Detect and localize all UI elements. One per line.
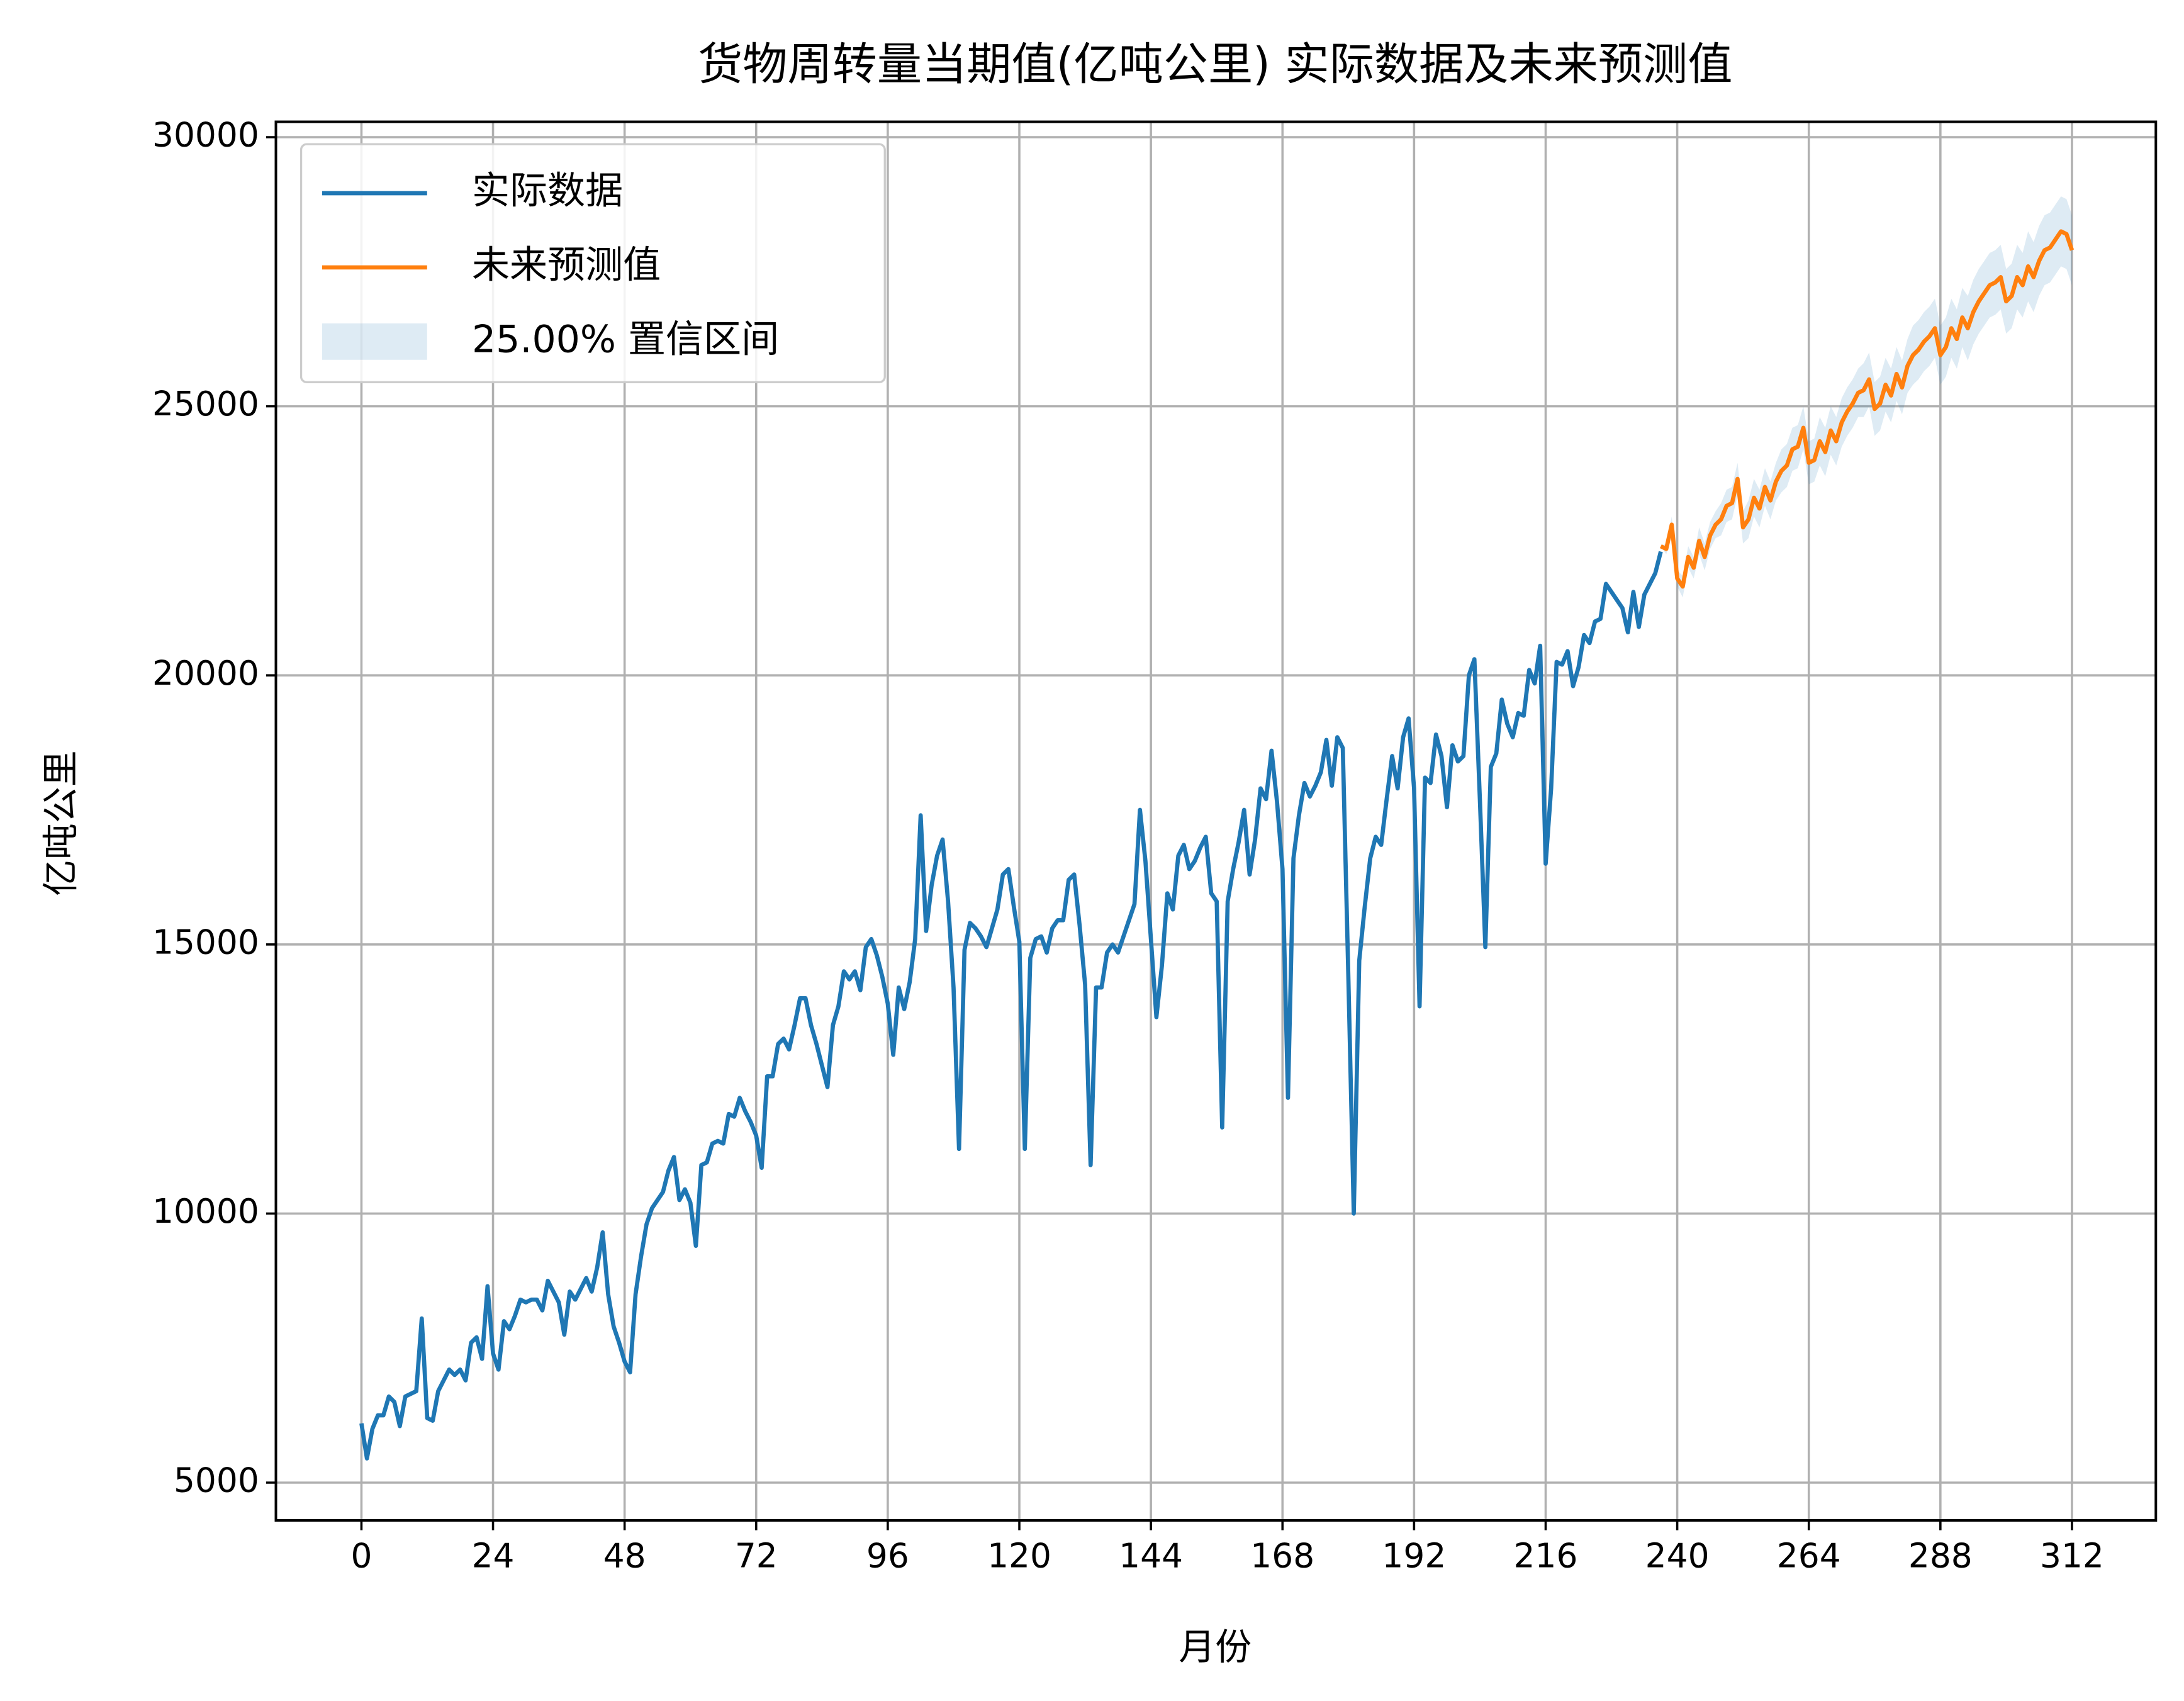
confidence-band — [1660, 196, 2072, 598]
legend-label: 25.00% 置信区间 — [472, 317, 779, 361]
y-axis-label: 亿吨公里 — [39, 750, 82, 895]
y-tick-label: 5000 — [174, 1461, 259, 1500]
x-tick-label: 312 — [2040, 1536, 2104, 1576]
legend-label: 实际数据 — [472, 169, 623, 213]
legend-label: 未来预测值 — [472, 244, 661, 288]
x-tick-label: 192 — [1382, 1536, 1446, 1576]
y-tick-label: 25000 — [152, 384, 259, 424]
x-tick-label: 96 — [866, 1536, 909, 1576]
x-tick-label: 288 — [1908, 1536, 1973, 1576]
x-tick-label: 216 — [1514, 1536, 1578, 1576]
x-tick-label: 48 — [603, 1536, 646, 1576]
y-tick-label: 15000 — [152, 922, 259, 962]
x-tick-label: 168 — [1250, 1536, 1314, 1576]
axes-frame — [274, 120, 2158, 1522]
x-tick-label: 264 — [1777, 1536, 1841, 1576]
series-line — [359, 551, 1663, 1461]
y-tick-label: 30000 — [152, 115, 259, 155]
chart-title: 货物周转量当期值(亿吨公里) 实际数据及未来预测值 — [698, 38, 1732, 90]
legend-swatch — [322, 323, 427, 360]
x-tick-label: 72 — [735, 1536, 778, 1576]
x-tick-label: 24 — [472, 1536, 515, 1576]
legend-box — [300, 143, 886, 384]
x-axis-label: 月份 — [1179, 1625, 1252, 1668]
x-tick-label: 0 — [350, 1536, 372, 1576]
x-tick-label: 144 — [1119, 1536, 1183, 1576]
x-tick-label: 240 — [1645, 1536, 1710, 1576]
y-tick-label: 20000 — [152, 653, 259, 693]
series-line — [1659, 229, 2075, 589]
x-tick-label: 120 — [987, 1536, 1051, 1576]
y-tick-label: 10000 — [152, 1191, 259, 1231]
